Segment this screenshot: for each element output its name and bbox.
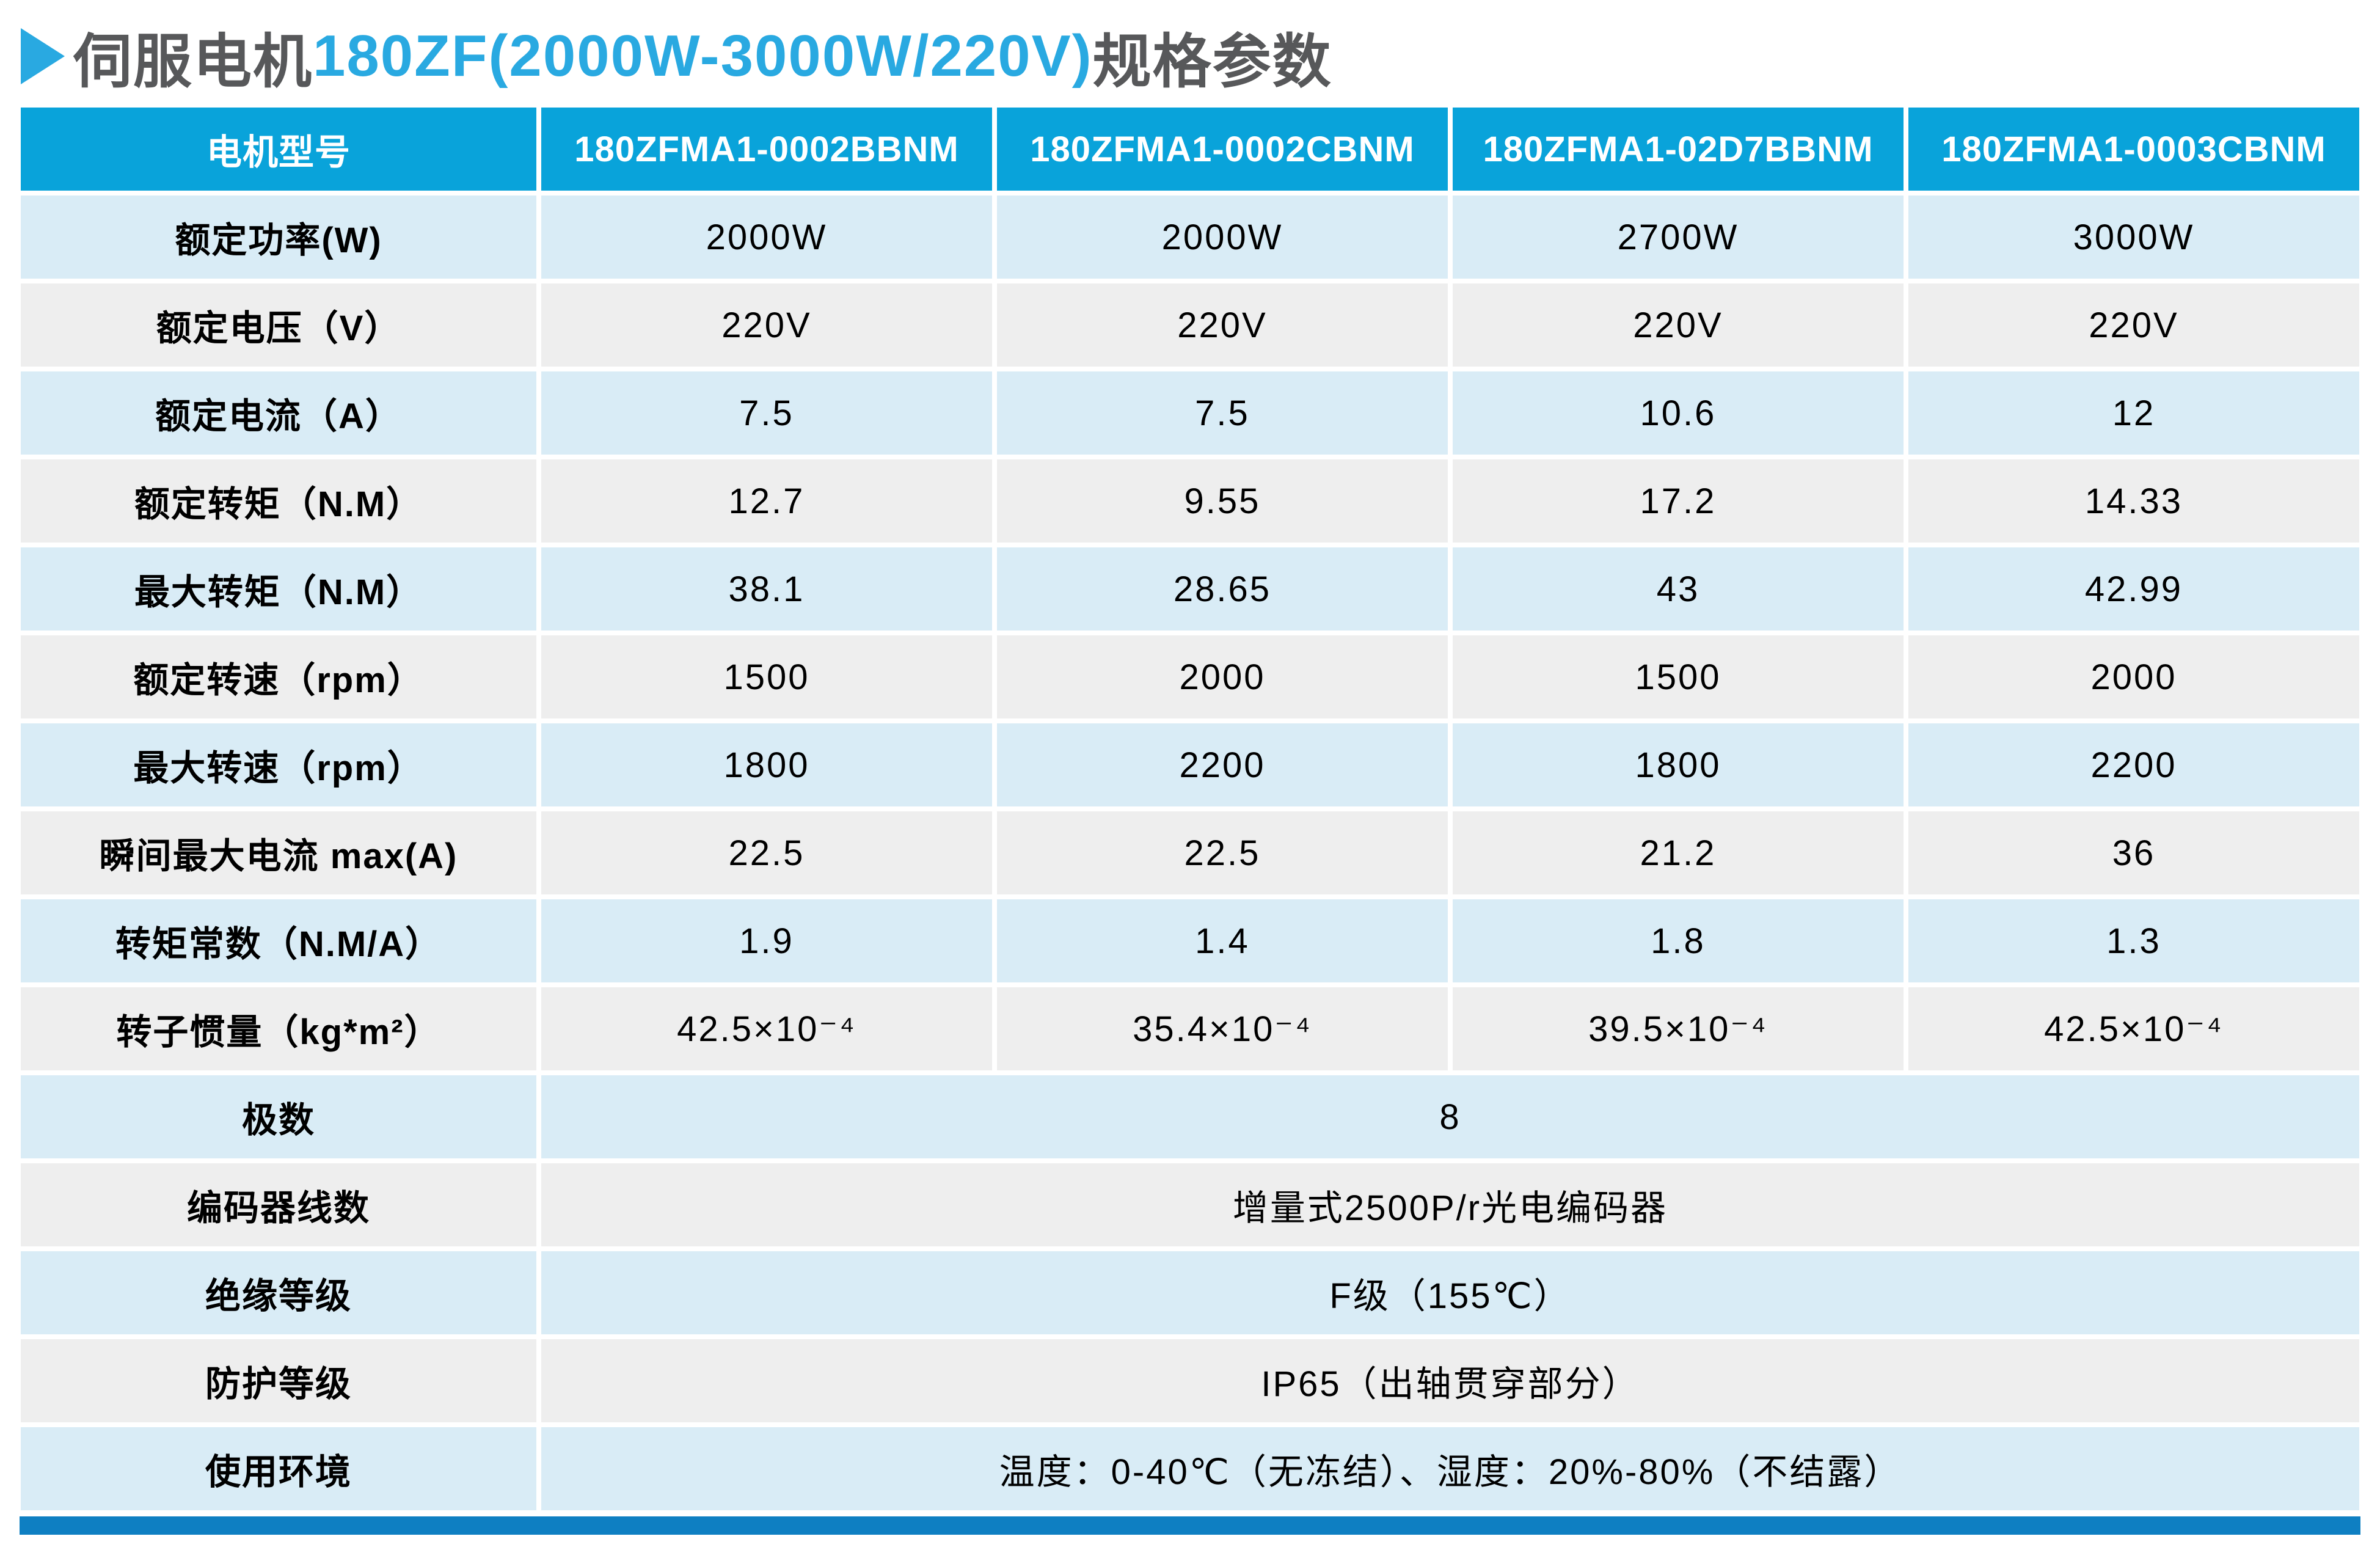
header-cell-model: 180ZFMA1-0002CBNM	[995, 105, 1450, 193]
row-label: 防护等级	[18, 1337, 539, 1425]
value-cell: 42.5×10⁻⁴	[1906, 985, 2362, 1073]
value-cell: 220V	[1906, 281, 2362, 369]
value-cell: 2000W	[995, 193, 1450, 281]
table-row: 转矩常数（N.M/A） 1.9 1.4 1.8 1.3	[18, 897, 2362, 985]
value-cell: 220V	[539, 281, 995, 369]
value-cell: 35.4×10⁻⁴	[995, 985, 1450, 1073]
value-cell: 1.3	[1906, 897, 2362, 985]
value-cell: 2200	[1906, 721, 2362, 809]
table-row: 最大转矩（N.M） 38.1 28.65 43 42.99	[18, 545, 2362, 633]
value-cell: 2200	[995, 721, 1450, 809]
row-label: 使用环境	[18, 1425, 539, 1513]
value-cell: 1.8	[1450, 897, 1906, 985]
title-highlight: 180ZF(2000W-3000W/220V)	[313, 23, 1093, 89]
spec-table: 电机型号 180ZFMA1-0002BBNM 180ZFMA1-0002CBNM 18…	[18, 105, 2362, 1513]
table-row: 额定转矩（N.M） 12.7 9.55 17.2 14.33	[18, 457, 2362, 545]
value-cell: 2000W	[539, 193, 995, 281]
table-header-row: 电机型号 180ZFMA1-0002BBNM 180ZFMA1-0002CBNM 18…	[18, 105, 2362, 193]
value-cell: 42.5×10⁻⁴	[539, 985, 995, 1073]
table-row: 额定功率(W) 2000W 2000W 2700W 3000W	[18, 193, 2362, 281]
value-cell: 43	[1450, 545, 1906, 633]
row-label: 瞬间最大电流 max(A)	[18, 809, 539, 897]
value-cell: 17.2	[1450, 457, 1906, 545]
row-label: 最大转速（rpm）	[18, 721, 539, 809]
merged-value-cell: 温度：0-40℃（无冻结）、湿度：20%-80%（不结露）	[539, 1425, 2362, 1513]
header-cell-model: 180ZFMA1-0002BBNM	[539, 105, 995, 193]
table-row: 极数 8	[18, 1073, 2362, 1161]
table-row: 额定电流（A） 7.5 7.5 10.6 12	[18, 369, 2362, 457]
merged-value-cell: 8	[539, 1073, 2362, 1161]
title-suffix: 规格参数	[1092, 29, 1332, 95]
merged-value-cell: F级（155℃）	[539, 1249, 2362, 1337]
title-bullet-icon	[21, 28, 65, 84]
value-cell: 9.55	[995, 457, 1450, 545]
row-label: 绝缘等级	[18, 1249, 539, 1337]
row-label: 编码器线数	[18, 1161, 539, 1249]
value-cell: 2000	[995, 633, 1450, 721]
row-label: 最大转矩（N.M）	[18, 545, 539, 633]
table-row: 编码器线数 增量式2500P/r光电编码器	[18, 1161, 2362, 1249]
header-cell-model: 180ZFMA1-02D7BBNM	[1450, 105, 1906, 193]
value-cell: 1.4	[995, 897, 1450, 985]
value-cell: 14.33	[1906, 457, 2362, 545]
row-label: 转子惯量（kg*m²）	[18, 985, 539, 1073]
table-row: 绝缘等级 F级（155℃）	[18, 1249, 2362, 1337]
merged-value-cell: IP65（出轴贯穿部分）	[539, 1337, 2362, 1425]
value-cell: 12	[1906, 369, 2362, 457]
value-cell: 3000W	[1906, 193, 2362, 281]
row-label: 额定转速（rpm）	[18, 633, 539, 721]
page: 伺服电机 180ZF(2000W-3000W/220V) 规格参数 电机型号 18…	[0, 16, 2380, 1561]
table-row: 防护等级 IP65（出轴贯穿部分）	[18, 1337, 2362, 1425]
row-label: 额定转矩（N.M）	[18, 457, 539, 545]
table-row: 转子惯量（kg*m²） 42.5×10⁻⁴ 35.4×10⁻⁴ 39.5×10⁻⁴ 42…	[18, 985, 2362, 1073]
row-label: 额定电流（A）	[18, 369, 539, 457]
value-cell: 21.2	[1450, 809, 1906, 897]
title-prefix: 伺服电机	[73, 29, 313, 95]
table-row: 瞬间最大电流 max(A) 22.5 22.5 21.2 36	[18, 809, 2362, 897]
merged-value-cell: 增量式2500P/r光电编码器	[539, 1161, 2362, 1249]
row-label: 转矩常数（N.M/A）	[18, 897, 539, 985]
header-cell-label: 电机型号	[18, 105, 539, 193]
value-cell: 36	[1906, 809, 2362, 897]
value-cell: 28.65	[995, 545, 1450, 633]
value-cell: 42.99	[1906, 545, 2362, 633]
value-cell: 220V	[995, 281, 1450, 369]
value-cell: 39.5×10⁻⁴	[1450, 985, 1906, 1073]
table-row: 额定电压（V） 220V 220V 220V 220V	[18, 281, 2362, 369]
value-cell: 2700W	[1450, 193, 1906, 281]
value-cell: 2000	[1906, 633, 2362, 721]
value-cell: 1800	[539, 721, 995, 809]
row-label: 极数	[18, 1073, 539, 1161]
table-row: 最大转速（rpm） 1800 2200 1800 2200	[18, 721, 2362, 809]
table-row: 额定转速（rpm） 1500 2000 1500 2000	[18, 633, 2362, 721]
row-label: 额定电压（V）	[18, 281, 539, 369]
value-cell: 7.5	[539, 369, 995, 457]
value-cell: 1500	[1450, 633, 1906, 721]
value-cell: 10.6	[1450, 369, 1906, 457]
page-title: 伺服电机 180ZF(2000W-3000W/220V) 规格参数	[21, 16, 2362, 97]
value-cell: 12.7	[539, 457, 995, 545]
footer-accent-bar	[20, 1516, 2360, 1535]
table-row: 使用环境 温度：0-40℃（无冻结）、湿度：20%-80%（不结露）	[18, 1425, 2362, 1513]
value-cell: 1500	[539, 633, 995, 721]
value-cell: 1800	[1450, 721, 1906, 809]
value-cell: 38.1	[539, 545, 995, 633]
value-cell: 220V	[1450, 281, 1906, 369]
value-cell: 7.5	[995, 369, 1450, 457]
value-cell: 22.5	[995, 809, 1450, 897]
value-cell: 1.9	[539, 897, 995, 985]
header-cell-model: 180ZFMA1-0003CBNM	[1906, 105, 2362, 193]
row-label: 额定功率(W)	[18, 193, 539, 281]
value-cell: 22.5	[539, 809, 995, 897]
